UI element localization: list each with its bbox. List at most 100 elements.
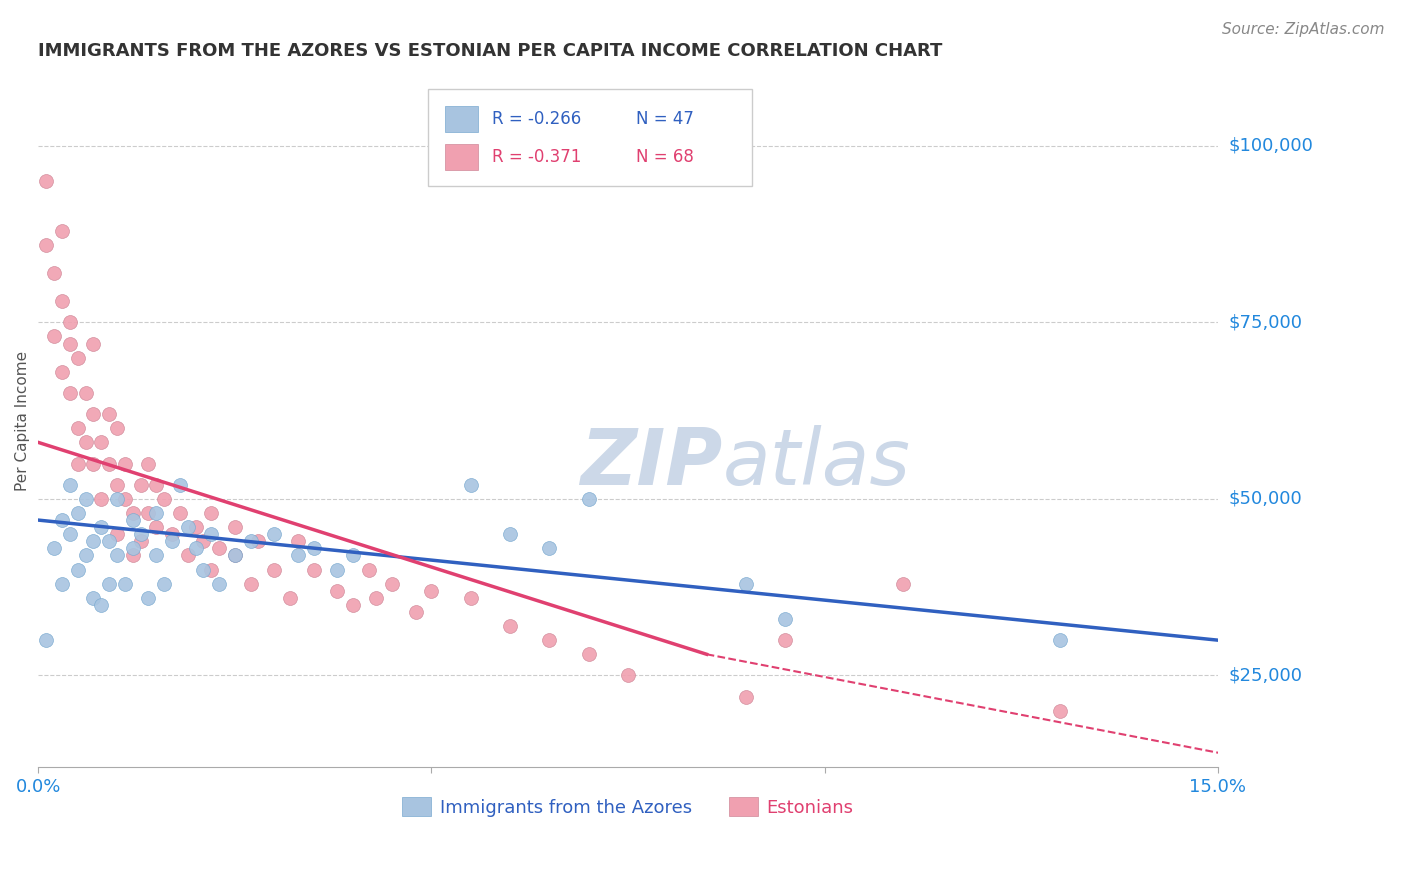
Point — [114, 491, 136, 506]
Point — [114, 576, 136, 591]
Point — [160, 534, 183, 549]
Point — [287, 534, 309, 549]
Point — [247, 534, 270, 549]
Point — [98, 534, 121, 549]
Point — [169, 477, 191, 491]
Point — [66, 506, 89, 520]
Point — [538, 633, 561, 648]
Text: $25,000: $25,000 — [1229, 666, 1303, 684]
Point — [420, 583, 443, 598]
Bar — [446, 105, 478, 132]
Point — [35, 633, 58, 648]
Point — [169, 506, 191, 520]
Point — [121, 506, 143, 520]
Point — [735, 690, 758, 704]
Point — [193, 534, 215, 549]
Point — [105, 491, 128, 506]
Point — [51, 576, 73, 591]
Point — [121, 549, 143, 563]
Point — [66, 457, 89, 471]
Text: atlas: atlas — [723, 425, 910, 500]
Point — [82, 457, 104, 471]
Point — [617, 668, 640, 682]
Point — [66, 562, 89, 576]
Point — [105, 477, 128, 491]
Text: IMMIGRANTS FROM THE AZORES VS ESTONIAN PER CAPITA INCOME CORRELATION CHART: IMMIGRANTS FROM THE AZORES VS ESTONIAN P… — [38, 42, 942, 60]
Point — [105, 421, 128, 435]
Point — [82, 336, 104, 351]
Point — [891, 576, 914, 591]
Point — [184, 541, 207, 556]
Point — [200, 562, 222, 576]
Point — [302, 541, 325, 556]
Point — [1049, 704, 1071, 718]
Point — [224, 520, 246, 534]
Point — [460, 591, 482, 605]
Point — [42, 266, 65, 280]
Point — [735, 576, 758, 591]
FancyBboxPatch shape — [427, 89, 752, 186]
Point — [121, 541, 143, 556]
Point — [538, 541, 561, 556]
Point — [208, 576, 231, 591]
Bar — [446, 144, 478, 170]
Point — [153, 491, 176, 506]
Point — [90, 435, 112, 450]
Point — [75, 435, 97, 450]
Point — [184, 520, 207, 534]
Point — [42, 541, 65, 556]
Point — [145, 549, 167, 563]
Point — [775, 633, 797, 648]
Point — [499, 527, 522, 541]
Point — [160, 527, 183, 541]
Point — [145, 506, 167, 520]
Point — [59, 336, 82, 351]
Text: R = -0.266: R = -0.266 — [492, 110, 582, 128]
Point — [578, 647, 600, 661]
Legend: Immigrants from the Azores, Estonians: Immigrants from the Azores, Estonians — [395, 790, 860, 824]
Point — [51, 294, 73, 309]
Point — [75, 386, 97, 401]
Text: N = 68: N = 68 — [637, 148, 695, 166]
Point — [138, 591, 160, 605]
Point — [342, 549, 364, 563]
Text: N = 47: N = 47 — [637, 110, 695, 128]
Point — [98, 457, 121, 471]
Point — [82, 407, 104, 421]
Point — [239, 576, 262, 591]
Point — [326, 583, 349, 598]
Point — [153, 576, 176, 591]
Point — [405, 605, 427, 619]
Point — [357, 562, 380, 576]
Y-axis label: Per Capita Income: Per Capita Income — [15, 351, 30, 491]
Point — [82, 534, 104, 549]
Point — [66, 421, 89, 435]
Point — [302, 562, 325, 576]
Point — [59, 477, 82, 491]
Point — [75, 491, 97, 506]
Point — [35, 174, 58, 188]
Point — [35, 237, 58, 252]
Point — [193, 562, 215, 576]
Point — [105, 527, 128, 541]
Text: Source: ZipAtlas.com: Source: ZipAtlas.com — [1222, 22, 1385, 37]
Point — [51, 513, 73, 527]
Point — [1049, 633, 1071, 648]
Point — [200, 527, 222, 541]
Point — [129, 527, 152, 541]
Text: ZIP: ZIP — [581, 425, 723, 500]
Point — [326, 562, 349, 576]
Point — [366, 591, 388, 605]
Point — [129, 477, 152, 491]
Point — [59, 386, 82, 401]
Point — [114, 457, 136, 471]
Point — [90, 491, 112, 506]
Point — [460, 477, 482, 491]
Point — [278, 591, 301, 605]
Point — [287, 549, 309, 563]
Point — [138, 457, 160, 471]
Point — [263, 562, 285, 576]
Point — [381, 576, 404, 591]
Point — [66, 351, 89, 365]
Point — [578, 491, 600, 506]
